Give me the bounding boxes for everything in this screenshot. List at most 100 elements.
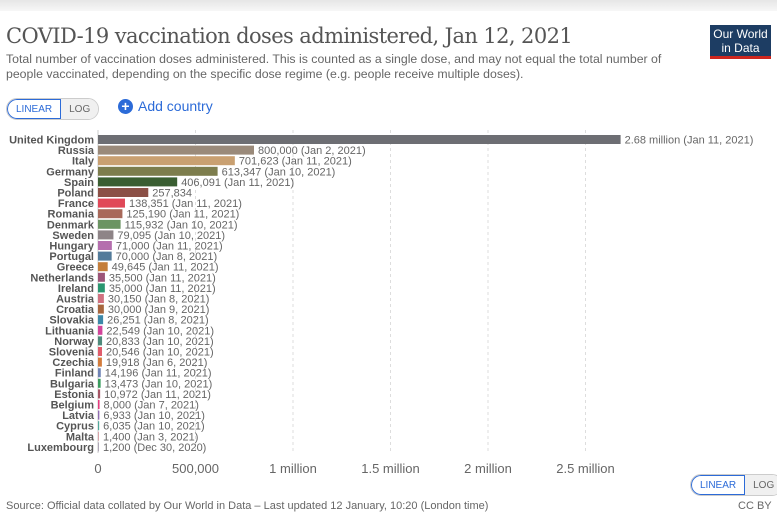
bar-luxembourg xyxy=(98,442,99,452)
bar-austria xyxy=(98,294,104,303)
bar-france xyxy=(98,198,125,208)
linear-button[interactable]: LINEAR xyxy=(7,99,62,119)
bar-russia xyxy=(98,145,254,155)
value-label: 257,834 xyxy=(152,188,192,200)
bar-slovenia xyxy=(98,347,103,356)
bar-spain xyxy=(98,177,178,187)
value-label: 406,091 (Jan 11, 2021) xyxy=(181,177,294,189)
bar-germany xyxy=(98,166,218,176)
value-label: 800,000 (Jan 2, 2021) xyxy=(258,145,366,157)
bar-belgium xyxy=(98,400,100,409)
x-tick-label: 2 million xyxy=(464,461,512,476)
country-label: Estonia xyxy=(54,389,95,401)
country-label: Lithuania xyxy=(45,325,95,337)
value-label: 26,251 (Jan 8, 2021) xyxy=(107,315,209,327)
country-label: Slovenia xyxy=(49,347,95,359)
x-tick-label: 2.5 million xyxy=(556,461,615,476)
add-country-label: Add country xyxy=(138,98,213,114)
bar-norway xyxy=(98,336,103,346)
country-label: Netherlands xyxy=(30,272,94,284)
country-label: Portugal xyxy=(49,251,94,263)
country-label: Finland xyxy=(55,368,94,380)
bar-italy xyxy=(98,156,235,166)
bar-bulgaria xyxy=(98,378,101,388)
top-bar xyxy=(0,0,777,11)
bar-latvia xyxy=(98,410,100,420)
x-tick-label: 1.5 million xyxy=(361,461,420,476)
value-label: 22,549 (Jan 10, 2021) xyxy=(106,325,214,337)
log-button-bottom[interactable]: LOG xyxy=(745,475,777,495)
bar-denmark xyxy=(98,219,121,229)
value-label: 8,000 (Jan 7, 2021) xyxy=(104,400,199,412)
country-label: Sweden xyxy=(52,230,94,242)
country-label: Greece xyxy=(57,262,94,274)
country-label: Latvia xyxy=(62,410,95,422)
owid-logo[interactable]: Our World in Data xyxy=(710,25,771,59)
bar-estonia xyxy=(98,389,101,399)
bar-slovakia xyxy=(98,315,104,325)
value-label: 1,400 (Jan 3, 2021) xyxy=(103,431,198,443)
log-button[interactable]: LOG xyxy=(61,99,99,119)
bar-finland xyxy=(98,368,101,378)
scale-toggle-bottom: LINEAR LOG xyxy=(690,474,777,496)
country-label: Malta xyxy=(66,431,95,443)
bar-poland xyxy=(98,188,149,197)
add-country-button[interactable]: + Add country xyxy=(118,98,213,114)
country-label: Croatia xyxy=(56,304,95,316)
bar-hungary xyxy=(98,241,112,250)
scale-toggle-top: LINEAR LOG xyxy=(6,98,100,120)
value-label: 613,347 (Jan 10, 2021) xyxy=(222,166,336,178)
country-label: Norway xyxy=(54,336,95,348)
bar-greece xyxy=(98,262,108,272)
bar-croatia xyxy=(98,304,104,314)
value-label: 49,645 (Jan 11, 2021) xyxy=(112,262,219,274)
value-label: 6,933 (Jan 10, 2021) xyxy=(103,410,205,422)
bar-chart: 0 500,000 1 million 1.5 million 2 million 2.5… xyxy=(9,130,753,476)
bar-romania xyxy=(98,209,123,219)
country-label: France xyxy=(58,198,94,210)
plus-circle-icon: + xyxy=(118,98,133,114)
bar-lithuania xyxy=(98,325,103,335)
bar-ireland xyxy=(98,283,105,293)
value-label: 10,972 (Jan 11, 2021) xyxy=(104,389,211,401)
country-label: Spain xyxy=(64,177,94,189)
value-label: 138,351 (Jan 11, 2021) xyxy=(129,198,242,210)
chart-subtitle: Total number of vaccination doses admini… xyxy=(6,52,662,81)
source-note: Source: Official data collated by Our Wo… xyxy=(6,500,489,512)
value-label: 79,095 (Jan 10, 2021) xyxy=(117,230,225,242)
linear-button-bottom[interactable]: LINEAR xyxy=(691,475,746,495)
value-label: 20,833 (Jan 10, 2021) xyxy=(106,336,214,348)
bar-malta xyxy=(98,431,99,441)
country-label: Slovakia xyxy=(49,315,95,327)
bar-czechia xyxy=(98,357,102,367)
country-label: Romania xyxy=(48,209,95,221)
chart-title: COVID-19 vaccination doses administered,… xyxy=(6,24,573,48)
value-label: 35,000 (Jan 11, 2021) xyxy=(109,283,216,295)
bar-cyprus xyxy=(98,421,100,431)
bar-united-kingdom xyxy=(98,135,621,144)
value-label: 14,196 (Jan 11, 2021) xyxy=(105,368,212,380)
x-tick-label: 0 xyxy=(94,461,101,476)
country-label: Poland xyxy=(57,188,94,200)
value-label: 1,200 (Dec 30, 2020) xyxy=(103,442,206,454)
country-label: Russia xyxy=(58,145,95,157)
value-label: 125,190 (Jan 11, 2021) xyxy=(126,209,239,221)
value-label: 35,500 (Jan 11, 2021) xyxy=(109,272,216,284)
x-tick-label: 500,000 xyxy=(172,461,219,476)
value-label: 13,473 (Jan 10, 2021) xyxy=(105,378,213,390)
bar-portugal xyxy=(98,251,112,261)
bar-netherlands xyxy=(98,272,105,282)
value-label: 701,623 (Jan 11, 2021) xyxy=(239,156,352,168)
country-label: Hungary xyxy=(49,241,95,253)
bar-sweden xyxy=(98,230,114,240)
country-label: Italy xyxy=(72,156,95,168)
country-label: Czechia xyxy=(52,357,94,369)
value-label: 115,932 (Jan 10, 2021) xyxy=(125,219,238,231)
license-link[interactable]: CC BY xyxy=(738,500,772,512)
value-label: 70,000 (Jan 8, 2021) xyxy=(116,251,218,263)
country-label: Denmark xyxy=(47,219,95,231)
country-label: Luxembourg xyxy=(27,442,94,454)
value-label: 30,000 (Jan 9, 2021) xyxy=(108,304,210,316)
country-label: Ireland xyxy=(58,283,94,295)
country-label: Germany xyxy=(46,166,95,178)
